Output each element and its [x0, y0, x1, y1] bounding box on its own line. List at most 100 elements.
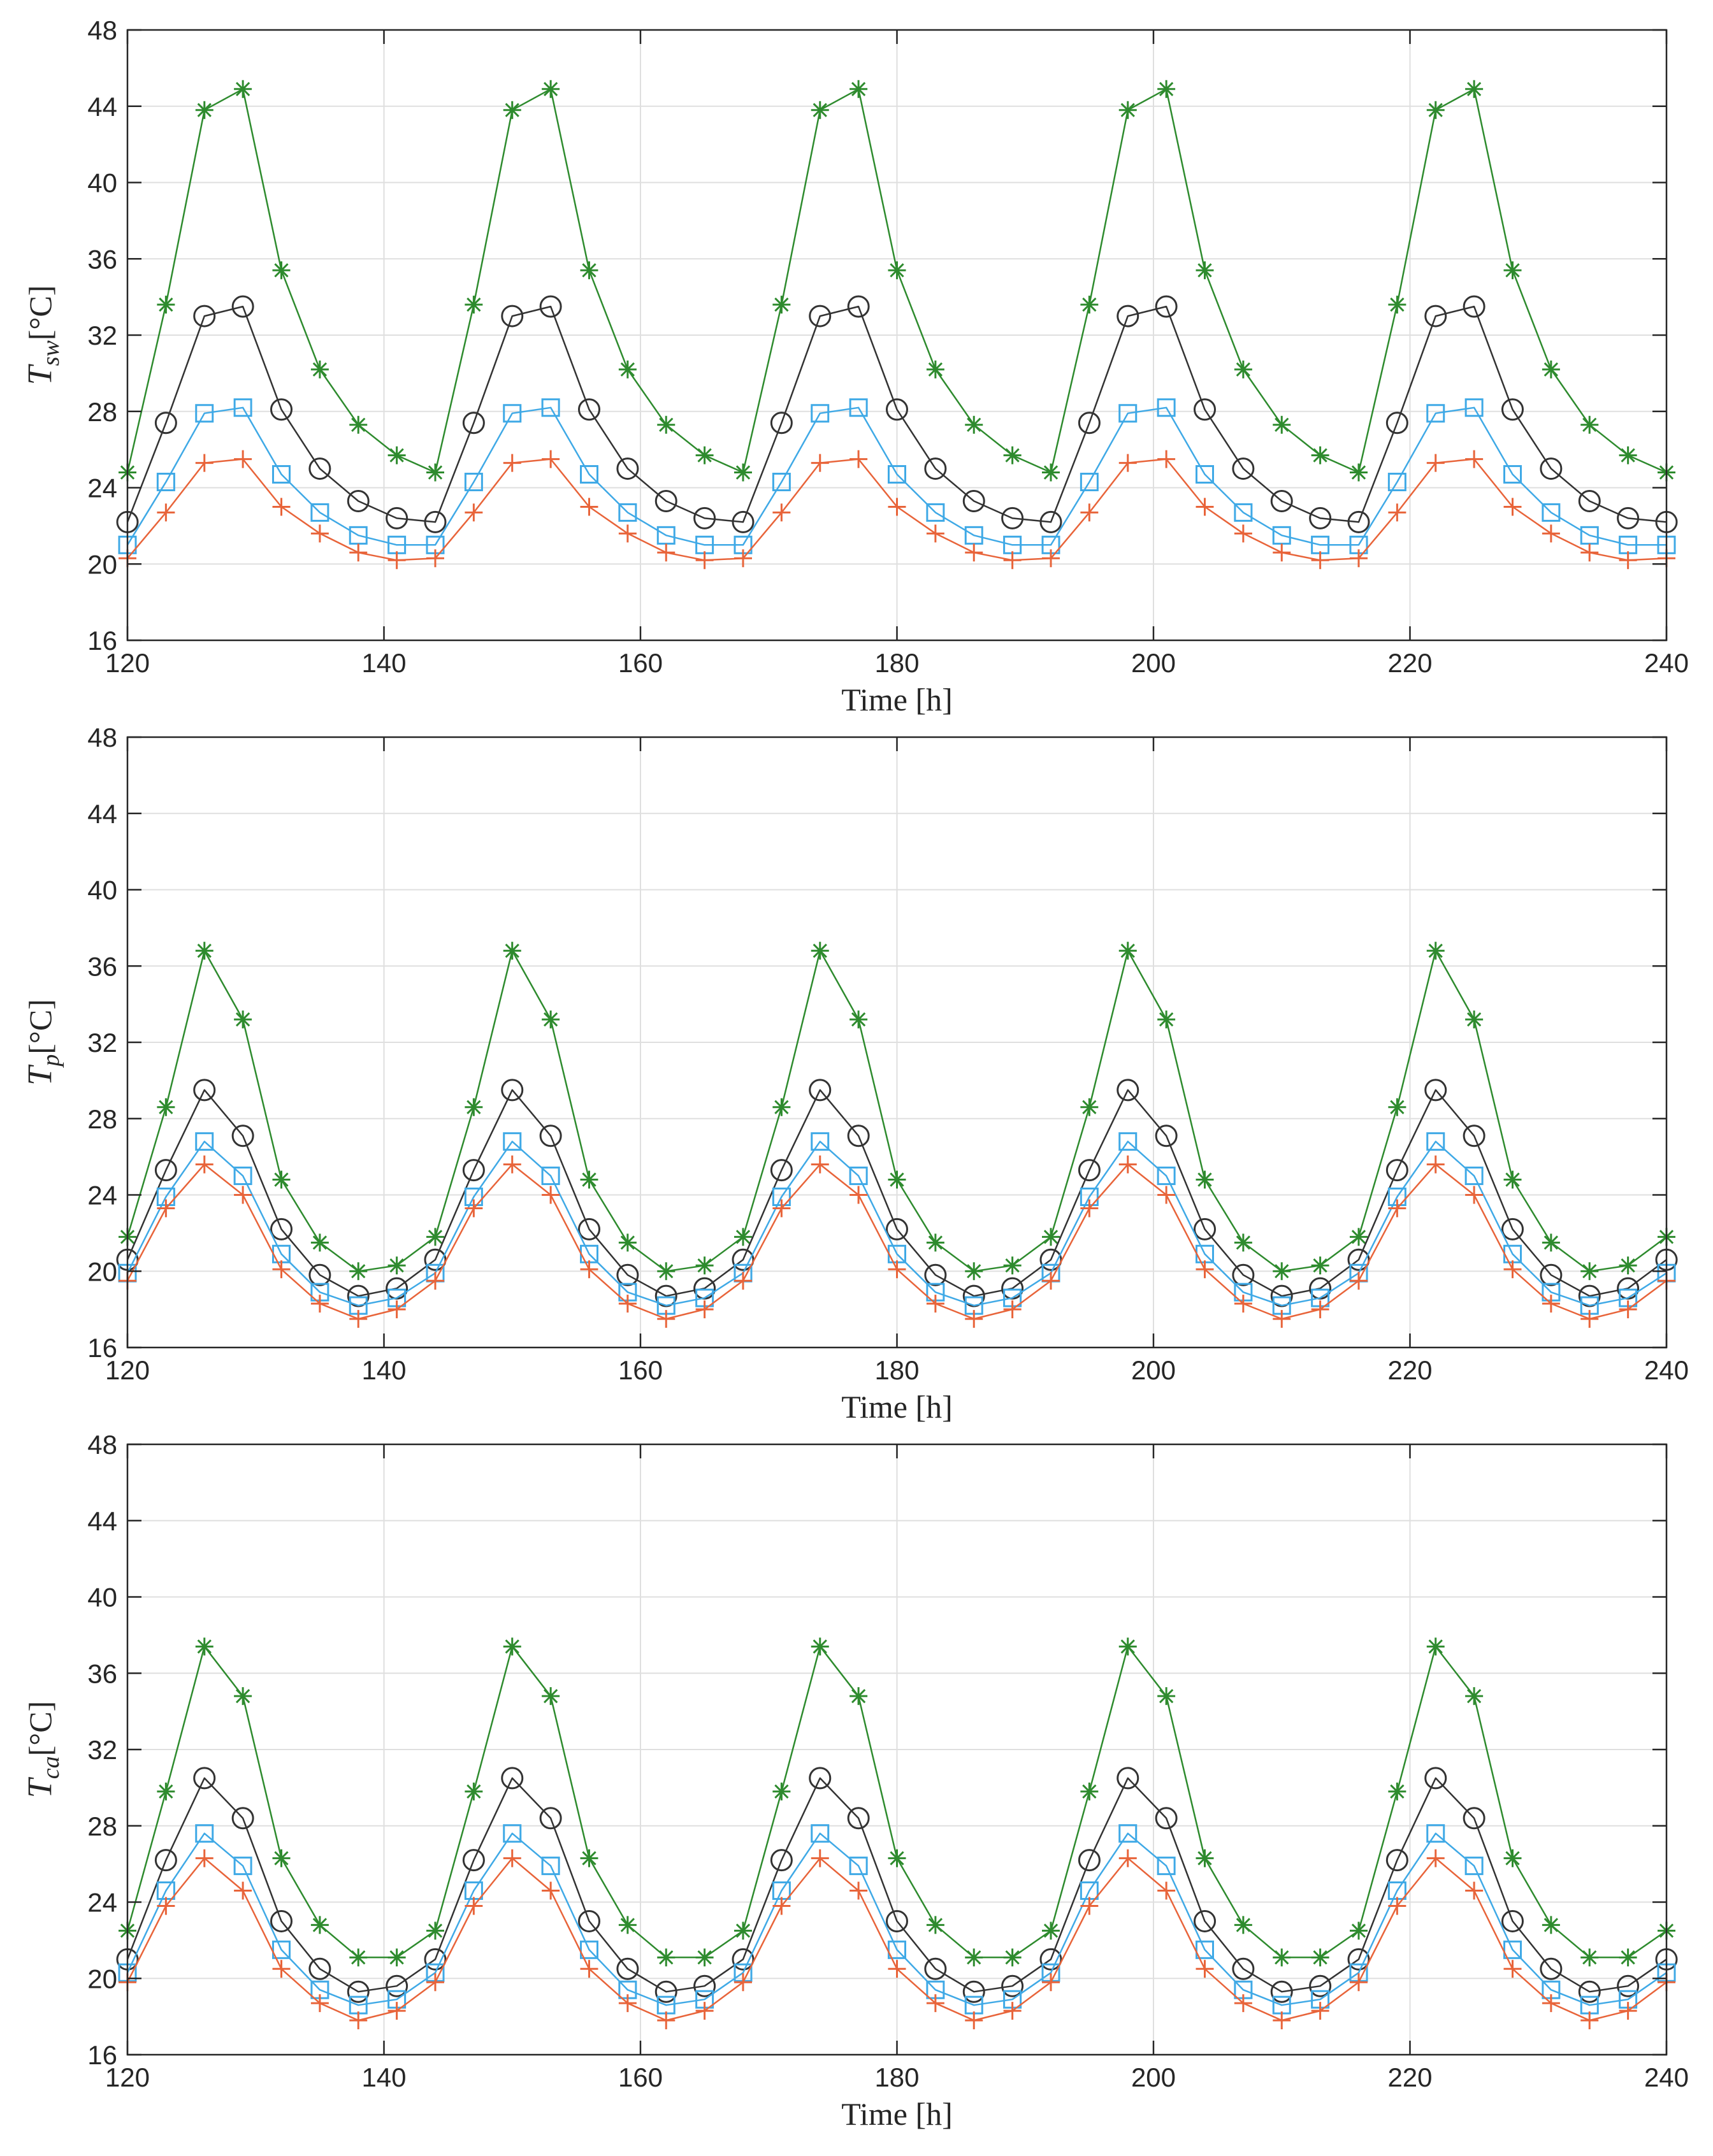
series-star-point	[349, 415, 368, 434]
series-star-point	[465, 296, 483, 314]
y-tick-label: 36	[87, 951, 117, 981]
series-circle-point	[616, 457, 639, 480]
x-tick-label: 180	[874, 648, 919, 678]
x-tick-label: 240	[1644, 648, 1689, 678]
series-circle-point	[154, 1159, 177, 1182]
series-circle-point	[924, 1263, 947, 1286]
series-star-point	[926, 1916, 944, 1934]
series-star-point	[503, 942, 521, 960]
series-star-point	[1042, 1228, 1060, 1246]
series-square-point	[1196, 465, 1214, 484]
series-circle-point	[231, 1125, 254, 1147]
y-tick-label: 44	[87, 799, 117, 829]
series-circle-point	[1155, 295, 1178, 318]
series-circle-point	[270, 1218, 293, 1240]
series-plus-point	[1273, 2011, 1291, 2030]
series-circle-point	[1501, 398, 1524, 421]
series-plus-point	[157, 1897, 175, 1915]
y-axis-label-main: T	[20, 363, 59, 385]
series-plus-point	[1042, 549, 1060, 568]
series-circle-point	[616, 1957, 639, 1980]
series-plus-point	[349, 543, 368, 562]
series-plus-point	[1350, 549, 1368, 568]
series-square-point	[580, 465, 598, 484]
series-star-point	[580, 1849, 598, 1867]
series-plus-point	[849, 450, 868, 468]
series-star-point	[272, 1849, 291, 1867]
series-plus-point	[310, 1295, 329, 1313]
x-tick-label: 180	[874, 1355, 919, 1385]
series-plus-point	[1196, 1260, 1214, 1279]
series-circle-point	[654, 489, 677, 512]
series-circle-point	[501, 1079, 524, 1102]
series-circle-point	[847, 1125, 870, 1147]
series-circle-point	[1078, 1159, 1101, 1182]
y-tick-label: 48	[87, 722, 117, 752]
series-plus-point	[734, 1973, 752, 1992]
series-star-point	[580, 1170, 598, 1189]
series-star-point	[888, 1849, 906, 1867]
series-plus-point	[310, 1994, 329, 2013]
series-plus-point	[618, 1994, 637, 2013]
series-plus-point	[503, 1155, 521, 1174]
series-star-point	[157, 1098, 175, 1116]
series-star-point	[1042, 1922, 1060, 1940]
series-star-point	[234, 80, 252, 98]
series-plus-point	[1580, 1310, 1599, 1328]
series-circle-point	[386, 507, 408, 529]
series-star-point	[811, 1637, 829, 1656]
series-square-point	[195, 404, 214, 423]
series-square-point	[233, 1167, 252, 1186]
series-plus-point	[618, 524, 637, 543]
series-square-point	[541, 398, 560, 417]
series-star-point	[310, 1233, 329, 1252]
series-square-point	[1503, 1940, 1522, 1959]
series-star-point	[157, 296, 175, 314]
series-square-point	[503, 404, 522, 423]
series-circle-point	[1309, 1974, 1332, 1997]
series-circle-point	[616, 1263, 639, 1286]
x-tick-label: 140	[361, 2062, 406, 2092]
series-star-point	[1350, 463, 1368, 482]
series-plus-point	[695, 2002, 714, 2020]
series-square-point	[811, 1824, 830, 1843]
series-square-point	[1426, 1132, 1445, 1151]
series-star-point	[387, 1256, 406, 1275]
series-plus-point	[657, 1310, 676, 1328]
y-axis-label-main: T	[20, 1064, 59, 1086]
series-star-point	[1465, 80, 1484, 98]
y-axis-label-main: T	[20, 1776, 59, 1798]
series-circle-point	[270, 1909, 293, 1932]
series-circle-point	[539, 295, 562, 318]
series-plus-point	[426, 1272, 444, 1290]
series-plus-point	[465, 1199, 483, 1218]
x-axis-label: Time [h]	[841, 682, 953, 717]
series-circle-point	[1501, 1218, 1524, 1240]
series-circle-point	[886, 1218, 908, 1240]
series-square-point	[233, 1857, 252, 1876]
series-circle-point	[154, 1849, 177, 1872]
series-star-point	[387, 1948, 406, 1967]
series-star-point	[1542, 1233, 1560, 1252]
series-plus	[119, 450, 1675, 570]
series-star-point	[618, 1916, 637, 1934]
series-star-point	[1426, 1637, 1445, 1656]
series-square-point	[1542, 503, 1561, 522]
series-plus-point	[965, 1310, 983, 1328]
series-star-point	[811, 101, 829, 119]
y-tick-label: 16	[87, 626, 117, 656]
series-star-point	[195, 101, 213, 119]
y-tick-label: 20	[87, 549, 117, 579]
series-circle-point	[654, 1980, 677, 2003]
series-circle-point	[809, 305, 832, 327]
x-tick-label: 200	[1131, 1355, 1176, 1385]
series-circle-point	[1117, 1767, 1139, 1790]
series-circle-point	[1463, 1807, 1485, 1830]
series-star-point	[734, 1922, 752, 1940]
series-square-point	[541, 1857, 560, 1876]
series-plus-point	[888, 1960, 906, 1978]
series-plus-point	[734, 1272, 752, 1290]
series-star-point	[1465, 1010, 1484, 1029]
series-circle-point	[347, 1980, 370, 2003]
series-circle-point	[770, 1159, 793, 1182]
